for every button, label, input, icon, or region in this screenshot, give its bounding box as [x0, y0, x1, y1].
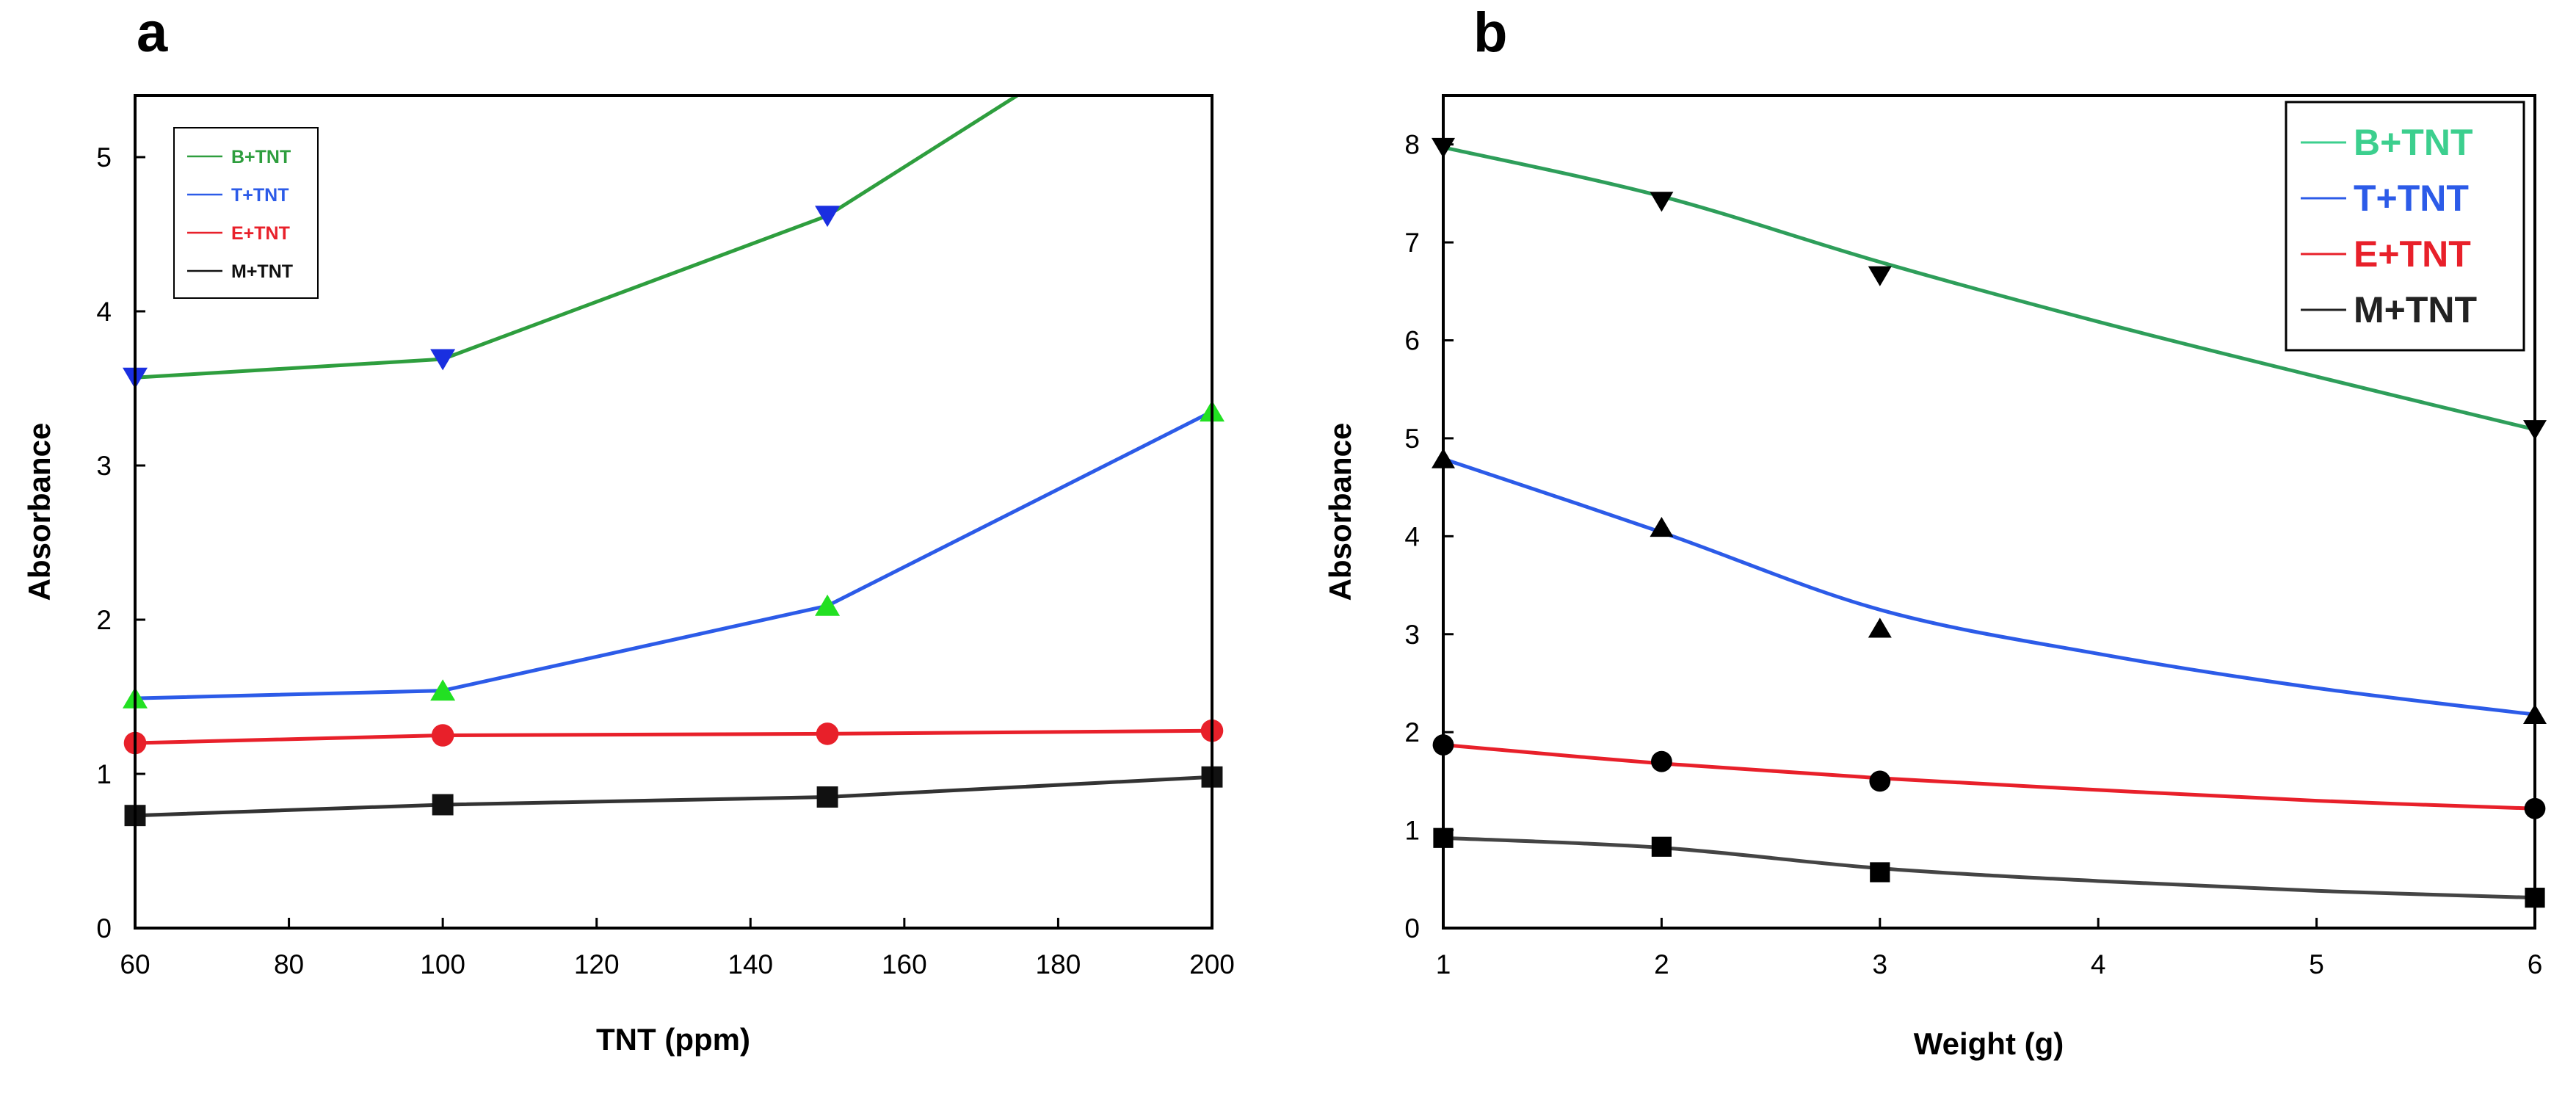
panel-b-series-line-m-tnt	[1443, 836, 2535, 900]
panel-a-legend-label-m-tnt: M+TNT	[231, 261, 293, 282]
panel-a-legend: B+TNT T+TNT E+TNT M+TNT	[173, 127, 319, 299]
panel-a-data-point-t-tnt	[430, 679, 456, 701]
panel-b-legend-label-b-tnt: B+TNT	[2354, 122, 2473, 163]
panel-a-data-point-b-tnt	[815, 206, 841, 228]
panel-a-letter: a	[137, 1, 168, 64]
panel-a-x-axis-label: TNT (ppm)	[596, 1022, 750, 1057]
panel-a-y-tick-label: 4	[96, 297, 112, 327]
panel-b-y-tick-label: 2	[1404, 717, 1420, 747]
panel-b-x-tick-label: 4	[2091, 949, 2106, 979]
panel-a-data-point-t-tnt	[815, 594, 841, 616]
panel-b-legend-label-m-tnt: M+TNT	[2354, 289, 2477, 330]
chart-panel-a: a 60 80 100 120 140 160 180 200 0 1 2 3 4 5 TNT (ppm…	[22, 1, 1235, 1057]
panel-b-x-tick-label: 2	[1654, 949, 1669, 979]
panel-b-series-line-e-tnt	[1443, 743, 2535, 811]
panel-b-x-tick-label: 1	[1436, 949, 1451, 979]
panel-b-series-line-t-tnt	[1443, 457, 2535, 717]
panel-b-y-tick-label: 3	[1404, 620, 1420, 650]
panel-a-x-tick-label: 180	[1036, 949, 1081, 979]
panel-a-series-line-m-tnt	[135, 775, 1212, 818]
panel-a-x-tick-label: 120	[574, 949, 620, 979]
panel-b-y-axis-label: Absorbance	[1323, 423, 1357, 601]
panel-a-data-point-m-tnt	[432, 794, 454, 816]
panel-a-x-tick-label: 100	[420, 949, 465, 979]
panel-b-data-point-e-tnt	[1869, 770, 1891, 792]
panel-a-data-point-e-tnt	[431, 724, 454, 747]
panel-b-x-tick-label: 5	[2309, 949, 2324, 979]
panel-b-x-axis-label: Weight (g)	[1914, 1026, 2064, 1061]
panel-a-data-point-e-tnt	[816, 722, 839, 745]
panel-a-legend-entries: B+TNT T+TNT E+TNT M+TNT	[187, 147, 293, 282]
panel-b-y-tick-label: 0	[1404, 913, 1420, 943]
panel-b-y-tick-label: 6	[1404, 326, 1420, 356]
panel-a-y-tick-label: 2	[96, 605, 112, 635]
panel-b-data-point-b-tnt	[1868, 266, 1892, 286]
panel-a-y-tick-label: 5	[96, 142, 112, 173]
panel-b-y-ticks: 0 1 2 3 4 5 6 7 8	[1404, 130, 1454, 943]
panel-b-y-tick-label: 8	[1404, 130, 1420, 160]
panel-a-y-tick-label: 1	[96, 759, 112, 789]
panel-a-series-line-e-tnt	[135, 728, 1212, 745]
panel-b-series-line-b-tnt	[1443, 145, 2535, 432]
panel-b-x-tick-label: 3	[1873, 949, 1888, 979]
panel-a-y-axis-label: Absorbance	[22, 423, 57, 601]
panel-b-y-tick-label: 1	[1404, 816, 1420, 846]
panel-b-y-tick-label: 4	[1404, 521, 1420, 551]
panel-a-series-lines	[135, 95, 1212, 818]
panel-b-legend-entries: B+TNT T+TNT E+TNT M+TNT	[2301, 122, 2477, 330]
panel-a-y-ticks: 0 1 2 3 4 5	[96, 142, 145, 943]
panel-b-legend-label-e-tnt: E+TNT	[2354, 233, 2471, 275]
panel-a-legend-label-b-tnt: B+TNT	[231, 147, 291, 167]
panel-a-series-line-b-tnt	[135, 95, 1021, 380]
panel-b-data-point-m-tnt	[1870, 862, 1890, 883]
panel-b-data-point-b-tnt	[1650, 192, 1674, 212]
panel-a-data-point-b-tnt	[430, 349, 456, 371]
panel-b-letter: b	[1473, 1, 1507, 64]
panel-a-legend-label-t-tnt: T+TNT	[231, 185, 289, 206]
panel-b-legend: B+TNT T+TNT E+TNT M+TNT	[2285, 101, 2525, 352]
panel-b-plot-frame	[1442, 94, 2536, 930]
panel-b-y-tick-label: 7	[1404, 228, 1420, 258]
panel-a-y-tick-label: 3	[96, 451, 112, 481]
panel-a-x-tick-label: 160	[882, 949, 927, 979]
panel-a-x-tick-label: 60	[120, 949, 150, 979]
panel-a-y-tick-label: 0	[96, 913, 112, 943]
panel-a-x-tick-label: 80	[274, 949, 304, 979]
panel-a-series-line-t-tnt	[135, 410, 1212, 700]
panel-b-data-point-t-tnt	[1650, 516, 1674, 537]
panel-b-data-point-t-tnt	[1868, 617, 1892, 638]
panel-b-x-ticks: 1 2 3 4 5 6	[1436, 918, 2543, 979]
panel-b-data-point-e-tnt	[1651, 750, 1672, 772]
panel-b-x-tick-label: 6	[2528, 949, 2543, 979]
panel-a-plot-frame	[134, 94, 1213, 930]
panel-a-legend-label-e-tnt: E+TNT	[231, 223, 290, 244]
panel-b-y-tick-label: 5	[1404, 424, 1420, 454]
panel-a-x-tick-label: 140	[728, 949, 773, 979]
panel-a-x-ticks: 60 80 100 120 140 160 180 200	[120, 918, 1235, 979]
panel-a-x-tick-label: 200	[1189, 949, 1235, 979]
panel-b-series-lines	[1443, 145, 2535, 900]
panel-b-data-point-m-tnt	[1651, 836, 1672, 857]
panel-a-data-point-m-tnt	[816, 786, 838, 808]
panel-b-legend-label-t-tnt: T+TNT	[2354, 178, 2469, 219]
